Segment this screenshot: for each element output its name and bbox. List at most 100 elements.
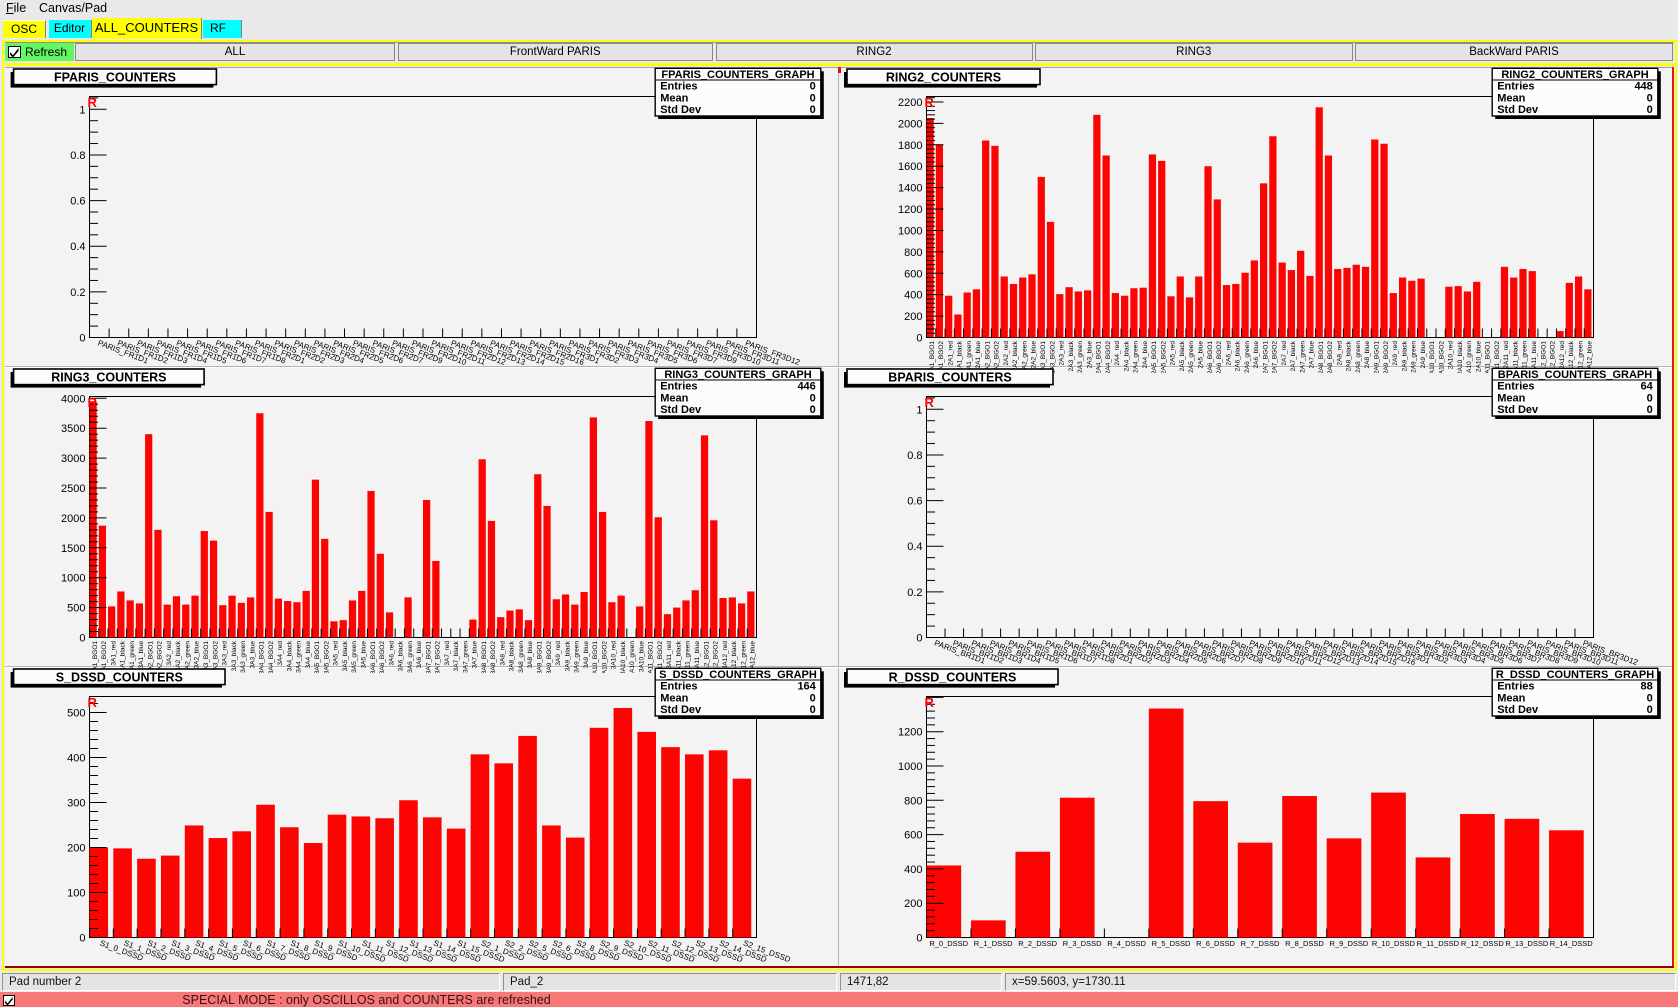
svg-text:3A9_BGO2: 3A9_BGO2 [546,641,553,673]
svg-text:S_DSSD_COUNTERS: S_DSSD_COUNTERS [56,670,183,684]
svg-text:3A12_black: 3A12_black [731,640,738,673]
svg-text:2A3_black: 2A3_black [1068,340,1075,371]
svg-text:2A8_black: 2A8_black [1346,340,1353,371]
svg-text:2A12_blue: 2A12_blue [1587,341,1594,372]
svg-text:300: 300 [67,798,85,810]
svg-text:1800: 1800 [898,140,922,152]
svg-text:100: 100 [67,888,85,900]
svg-text:Entries: Entries [660,81,697,93]
svg-text:2A4_BGO2: 2A4_BGO2 [1105,341,1112,373]
svg-text:3A4_blue: 3A4_blue [305,641,312,669]
svg-text:R_1_DSSD: R_1_DSSD [974,939,1013,948]
svg-text:3A9_red: 3A9_red [555,641,562,666]
svg-text:3A10_BGO1: 3A10_BGO1 [592,641,599,673]
svg-text:R_DSSD_COUNTERS: R_DSSD_COUNTERS [889,670,1017,684]
svg-text:800: 800 [904,247,922,259]
svg-text:3A5_red: 3A5_red [333,641,340,666]
svg-text:0.4: 0.4 [907,541,922,553]
svg-text:3A3_black: 3A3_black [231,640,238,671]
svg-text:2A2_blue: 2A2_blue [1031,341,1038,369]
svg-text:2A2_BGO1: 2A2_BGO1 [984,341,991,373]
svg-text:3A7_red: 3A7_red [444,641,451,666]
svg-text:2A9_blue: 2A9_blue [1420,341,1427,369]
svg-text:2A7_black: 2A7_black [1290,340,1297,371]
svg-text:3A2_red: 3A2_red [166,641,173,666]
svg-text:0: 0 [1647,392,1653,404]
svg-text:0.6: 0.6 [70,196,85,208]
svg-text:3A10_BGO2: 3A10_BGO2 [601,641,608,673]
svg-text:1200: 1200 [898,727,922,739]
svg-text:R_9_DSSD: R_9_DSSD [1330,939,1369,948]
svg-text:3A9_blue: 3A9_blue [583,641,590,669]
svg-text:2A2_BGO2: 2A2_BGO2 [994,341,1001,373]
svg-text:2A3_BGO1: 2A3_BGO1 [1040,341,1047,373]
svg-text:2A10_red: 2A10_red [1448,341,1455,370]
svg-text:2200: 2200 [898,97,922,109]
svg-text:600: 600 [904,830,922,842]
svg-text:2A6_black: 2A6_black [1235,340,1242,371]
svg-text:3A3_blue: 3A3_blue [249,641,256,669]
svg-text:Entries: Entries [660,681,697,693]
svg-text:2A10_green: 2A10_green [1466,341,1473,373]
svg-text:600: 600 [904,268,922,280]
svg-text:3A10_blue: 3A10_blue [638,641,645,672]
svg-text:R_13_DSSD: R_13_DSSD [1505,939,1549,948]
svg-text:2500: 2500 [61,483,85,495]
svg-text:RING3_COUNTERS: RING3_COUNTERS [51,370,166,384]
svg-text:3A1_blue: 3A1_blue [138,641,145,669]
svg-text:Mean: Mean [660,392,688,404]
svg-text:FPARIS_COUNTERS: FPARIS_COUNTERS [54,70,176,84]
svg-text:2A3_red: 2A3_red [1059,341,1066,366]
svg-text:Entries: Entries [1497,381,1534,393]
svg-text:400: 400 [904,290,922,302]
svg-text:R: R [925,395,935,410]
svg-text:2A6_blue: 2A6_blue [1253,341,1260,369]
svg-text:1000: 1000 [61,573,85,585]
svg-text:3A12_red: 3A12_red [722,641,729,670]
svg-text:R_3_DSSD: R_3_DSSD [1063,939,1102,948]
svg-text:2A7_green: 2A7_green [1299,341,1306,373]
svg-text:1000: 1000 [898,225,922,237]
svg-text:2A4_BGO1: 2A4_BGO1 [1096,341,1103,373]
svg-text:3A3_BGO2: 3A3_BGO2 [212,641,219,673]
svg-text:0.8: 0.8 [70,150,85,162]
svg-text:2A4_black: 2A4_black [1123,340,1130,371]
svg-text:3A7_blue: 3A7_blue [472,641,479,669]
svg-text:3A3_green: 3A3_green [240,641,247,673]
svg-text:2A5_green: 2A5_green [1188,341,1195,373]
svg-text:RING2_COUNTERS_GRAPH: RING2_COUNTERS_GRAPH [1501,69,1648,81]
svg-text:RING2_COUNTERS: RING2_COUNTERS [886,70,1001,84]
svg-text:3A1_black: 3A1_black [120,640,127,671]
svg-text:2A10_blue: 2A10_blue [1475,341,1482,372]
svg-text:BPARIS_COUNTERS_GRAPH: BPARIS_COUNTERS_GRAPH [1498,369,1652,381]
svg-text:400: 400 [67,753,85,765]
svg-text:2A11_BGO2: 2A11_BGO2 [1494,341,1501,373]
svg-text:3A10_black: 3A10_black [620,640,627,673]
svg-text:Std Dev: Std Dev [1497,404,1539,416]
svg-text:Mean: Mean [660,92,688,104]
svg-text:0: 0 [810,692,816,704]
svg-text:2A1_green: 2A1_green [966,341,973,373]
svg-text:3A5_blue: 3A5_blue [360,641,367,669]
svg-text:0: 0 [1647,404,1653,416]
svg-text:2A8_BGO2: 2A8_BGO2 [1327,341,1334,373]
svg-text:3A1_red: 3A1_red [110,641,117,666]
svg-text:Entries: Entries [1497,681,1534,693]
svg-text:3A4_red: 3A4_red [277,641,284,666]
svg-text:3A6_black: 3A6_black [398,640,405,671]
svg-text:2A4_red: 2A4_red [1114,341,1121,366]
svg-text:0: 0 [810,81,816,93]
svg-text:3A2_blue: 3A2_blue [194,641,201,669]
svg-text:200: 200 [67,843,85,855]
svg-text:2A12_red: 2A12_red [1559,341,1566,370]
svg-text:S_DSSD_COUNTERS_GRAPH: S_DSSD_COUNTERS_GRAPH [659,669,817,681]
svg-text:2A11_blue: 2A11_blue [1531,341,1538,372]
svg-text:Std Dev: Std Dev [660,104,702,116]
svg-text:2A5_blue: 2A5_blue [1197,341,1204,369]
svg-text:2A10_BGO2: 2A10_BGO2 [1438,341,1445,373]
svg-text:2A8_blue: 2A8_blue [1364,341,1371,369]
svg-text:2A4_blue: 2A4_blue [1142,341,1149,369]
svg-text:2A9_red: 2A9_red [1392,341,1399,366]
svg-text:2A8_BGO1: 2A8_BGO1 [1318,341,1325,373]
svg-text:0: 0 [810,92,816,104]
